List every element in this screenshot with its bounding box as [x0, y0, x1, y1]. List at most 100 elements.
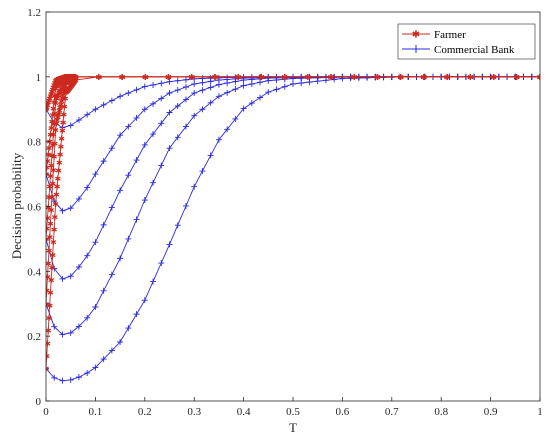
- farmer-point: ✱: [44, 157, 51, 166]
- farmer-point: ✱: [67, 83, 74, 92]
- bank-point: [125, 235, 132, 242]
- farmer-point: ✱: [55, 113, 62, 122]
- farmer-point: ✱: [59, 76, 66, 85]
- farmer-point: ✱: [69, 73, 76, 82]
- farmer-point: ✱: [59, 94, 66, 103]
- farmer-point: ✱: [49, 193, 56, 202]
- farmer-point: ✱: [72, 73, 79, 82]
- y-tick-label: 0.4: [27, 266, 41, 278]
- farmer-point: ✱: [397, 73, 404, 82]
- farmer-point: ✱: [47, 289, 54, 298]
- bank-point: [141, 106, 148, 113]
- x-tick-label: 0.6: [336, 406, 350, 418]
- farmer-point: ✱: [57, 87, 64, 96]
- farmer-point: ✱: [57, 86, 64, 95]
- bank-point: [174, 77, 181, 84]
- farmer-point: ✱: [235, 73, 242, 82]
- farmer-series: ✱✱✱✱✱✱✱✱✱✱✱✱✱✱✱✱✱✱✱✱✱✱✱✱✱✱✱✱✱✱✱✱✱✱✱✱✱✱✱✱…: [46, 73, 540, 244]
- bank-point: [199, 168, 206, 175]
- farmer-point: ✱: [351, 73, 358, 82]
- farmer-point: ✱: [69, 80, 76, 89]
- farmer-point: ✱: [72, 77, 79, 86]
- farmer-point: ✱: [60, 118, 67, 127]
- farmer-point: ✱: [96, 73, 103, 82]
- farmer-point: ✱: [188, 73, 195, 82]
- farmer-point: ✱: [72, 76, 79, 85]
- farmer-point: ✱: [537, 73, 544, 82]
- farmer-point: ✱: [397, 73, 404, 82]
- farmer-point: ✱: [258, 73, 265, 82]
- bank-point: [257, 94, 264, 101]
- farmer-point: ✱: [328, 73, 335, 82]
- farmer-point: ✱: [51, 153, 58, 162]
- farmer-point: ✱: [281, 73, 288, 82]
- farmer-point: ✱: [49, 251, 56, 260]
- bank-point: [67, 376, 74, 383]
- farmer-point: ✱: [212, 73, 219, 82]
- bank-point: [67, 122, 74, 129]
- farmer-point: ✱: [63, 79, 70, 88]
- bank-point: [84, 184, 91, 191]
- farmer-point: ✱: [61, 74, 68, 83]
- farmer-point: ✱: [304, 73, 311, 82]
- farmer-point: ✱: [421, 73, 428, 82]
- farmer-point: ✱: [56, 107, 63, 116]
- bank-point: [207, 99, 214, 106]
- farmer-point: ✱: [374, 73, 381, 82]
- farmer-point: ✱: [72, 73, 79, 82]
- farmer-point: ✱: [65, 78, 72, 87]
- farmer-point: ✱: [66, 77, 73, 86]
- farmer-point: ✱: [96, 73, 103, 82]
- farmer-point: ✱: [304, 73, 311, 82]
- farmer-point: ✱: [67, 73, 74, 82]
- farmer-point: ✱: [53, 76, 60, 85]
- farmer-point: ✱: [51, 98, 58, 107]
- x-tick-label: 0.9: [484, 406, 498, 418]
- farmer-point: ✱: [235, 73, 242, 82]
- bank-point: [265, 89, 272, 96]
- farmer-point: ✱: [58, 74, 65, 83]
- farmer-point: ✱: [55, 80, 62, 89]
- farmer-point: ✱: [55, 90, 62, 99]
- farmer-point: ✱: [258, 73, 265, 82]
- farmer-point: ✱: [60, 80, 67, 89]
- bank-point: [215, 93, 222, 100]
- farmer-point: ✱: [69, 75, 76, 84]
- y-tick-label: 0: [36, 396, 42, 408]
- farmer-point: ✱: [46, 301, 53, 310]
- farmer-point: ✱: [67, 76, 74, 85]
- bank-point: [174, 222, 181, 229]
- farmer-point: ✱: [212, 73, 219, 82]
- farmer-point: ✱: [55, 92, 62, 101]
- farmer-point: ✱: [51, 120, 58, 129]
- farmer-point: ✱: [57, 151, 64, 160]
- farmer-point: ✱: [66, 75, 73, 84]
- x-tick-label: 0.5: [286, 406, 300, 418]
- farmer-point: ✱: [64, 73, 71, 82]
- farmer-point: ✱: [54, 183, 61, 192]
- bank-point: [207, 152, 214, 159]
- farmer-point: ✱: [63, 76, 70, 85]
- farmer-point: ✱: [53, 191, 60, 200]
- farmer-point: ✱: [421, 73, 428, 82]
- farmer-point: ✱: [57, 74, 64, 83]
- bank-point: [46, 171, 49, 178]
- farmer-point: ✱: [55, 75, 62, 84]
- x-tick-label: 0: [43, 406, 49, 418]
- bank-point: [215, 136, 222, 143]
- farmer-point: ✱: [50, 104, 57, 113]
- farmer-point: ✱: [63, 89, 70, 98]
- farmer-point: ✱: [52, 99, 59, 108]
- farmer-point: ✱: [52, 91, 59, 100]
- farmer-point: ✱: [49, 151, 56, 160]
- bank-point: [51, 323, 58, 330]
- bank-point: [174, 134, 181, 141]
- farmer-point: ✱: [328, 73, 335, 82]
- bank-point: [215, 74, 222, 81]
- farmer-point: ✱: [46, 314, 53, 323]
- farmer-point: ✱: [58, 135, 65, 144]
- farmer-point: ✱: [58, 84, 65, 93]
- farmer-point: ✱: [51, 226, 58, 235]
- farmer-point: ✱: [281, 73, 288, 82]
- farmer-point: ✱: [48, 90, 55, 99]
